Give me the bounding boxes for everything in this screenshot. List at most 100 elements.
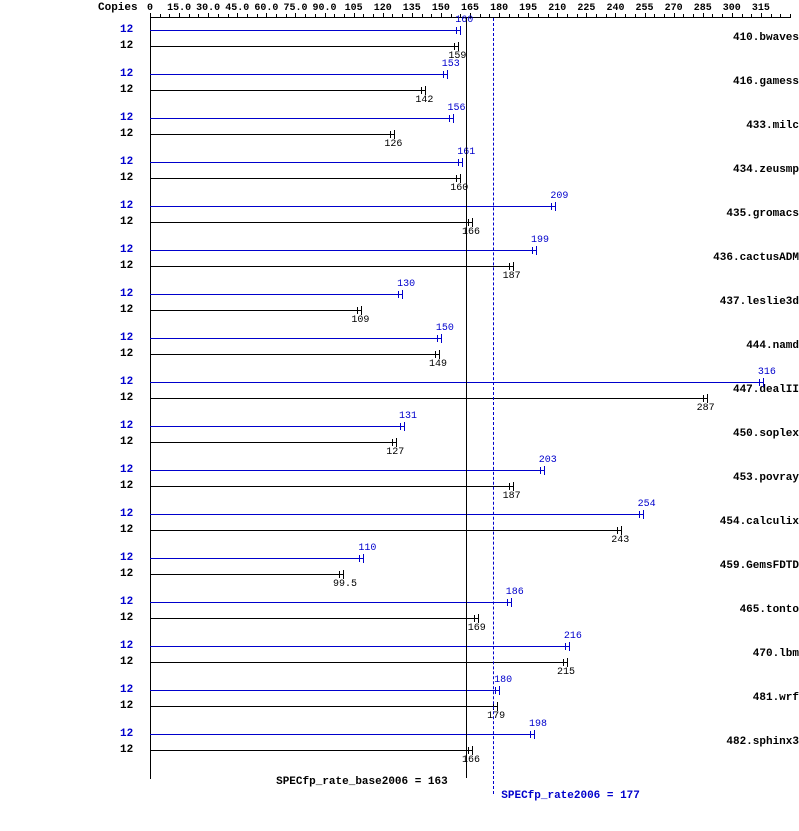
bar-peak — [150, 602, 511, 603]
value-base: 166 — [462, 227, 480, 238]
bar-base-end2 — [468, 219, 469, 226]
bar-base-end — [567, 658, 568, 667]
bar-peak-end2 — [359, 555, 360, 562]
value-peak: 209 — [550, 191, 568, 202]
bar-peak — [150, 118, 453, 119]
bar-base-end2 — [392, 439, 393, 446]
benchmark-name: 444.namd — [704, 340, 799, 352]
bar-base-end — [460, 174, 461, 183]
benchmark-name: 459.GemsFDTD — [704, 560, 799, 572]
axis-minor-tick — [596, 14, 597, 18]
bar-base-end — [497, 702, 498, 711]
benchmark-name: 450.soplex — [704, 428, 799, 440]
benchmark-name: 433.milc — [704, 120, 799, 132]
benchmark-name: 465.tonto — [704, 604, 799, 616]
axis-minor-tick — [780, 14, 781, 18]
bar-peak-end2 — [530, 731, 531, 738]
benchmark-name: 436.cactusADM — [704, 252, 799, 264]
bar-peak-end — [534, 730, 535, 739]
copies-base: 12 — [120, 348, 133, 360]
copies-base: 12 — [120, 700, 133, 712]
bar-base-end2 — [454, 43, 455, 50]
axis-tick — [615, 13, 616, 18]
axis-tick — [208, 13, 209, 18]
bar-base — [150, 618, 478, 619]
axis-minor-tick — [654, 14, 655, 18]
bar-base-end2 — [456, 175, 457, 182]
bar-base-end2 — [468, 747, 469, 754]
copies-base: 12 — [120, 128, 133, 140]
value-peak: 198 — [529, 719, 547, 730]
bar-peak-end2 — [540, 467, 541, 474]
copies-base: 12 — [120, 612, 133, 624]
bar-base-end2 — [703, 395, 704, 402]
copies-base: 12 — [120, 304, 133, 316]
value-base: 187 — [503, 271, 521, 282]
axis-minor-tick — [431, 14, 432, 18]
axis-minor-tick — [683, 14, 684, 18]
copies-base: 12 — [120, 216, 133, 228]
benchmark-name: 453.povray — [704, 472, 799, 484]
header-copies: Copies — [98, 2, 138, 14]
bar-base-end2 — [435, 351, 436, 358]
copies-peak: 12 — [120, 420, 133, 432]
bar-base-end — [425, 86, 426, 95]
copies-base: 12 — [120, 524, 133, 536]
bar-base-end — [394, 130, 395, 139]
axis-minor-tick — [451, 14, 452, 18]
copies-base: 12 — [120, 40, 133, 52]
benchmark-name: 454.calculix — [704, 516, 799, 528]
axis-minor-tick — [169, 14, 170, 18]
axis-tick — [295, 13, 296, 18]
bar-base — [150, 398, 707, 399]
bar-peak — [150, 294, 402, 295]
benchmark-name: 435.gromacs — [704, 208, 799, 220]
ref-line-base — [466, 18, 467, 778]
value-base: 149 — [429, 359, 447, 370]
bar-base — [150, 750, 472, 751]
bar-peak — [150, 74, 447, 75]
bar-base-end — [343, 570, 344, 579]
bar-base-end2 — [509, 483, 510, 490]
axis-minor-tick — [218, 14, 219, 18]
bar-peak — [150, 382, 763, 383]
axis-tick — [237, 13, 238, 18]
axis-tick — [441, 13, 442, 18]
axis-minor-tick — [664, 14, 665, 18]
bar-base — [150, 574, 343, 575]
bar-base-end2 — [563, 659, 564, 666]
axis-tick — [354, 13, 355, 18]
bar-peak — [150, 250, 536, 251]
benchmark-name: 481.wrf — [704, 692, 799, 704]
bar-peak-end — [511, 598, 512, 607]
bar-peak-end2 — [565, 643, 566, 650]
ref-line-peak — [493, 18, 495, 794]
axis-minor-tick — [548, 14, 549, 18]
axis-minor-tick — [334, 14, 335, 18]
axis-tick — [761, 13, 762, 18]
bar-peak-end2 — [400, 423, 401, 430]
axis-minor-tick — [518, 14, 519, 18]
copies-peak: 12 — [120, 332, 133, 344]
bar-peak — [150, 690, 499, 691]
value-base: 99.5 — [333, 579, 357, 590]
value-peak: 180 — [494, 675, 512, 686]
axis-minor-tick — [422, 14, 423, 18]
bar-peak — [150, 646, 569, 647]
bar-base — [150, 442, 396, 443]
bar-base-end2 — [617, 527, 618, 534]
bar-peak-end — [460, 26, 461, 35]
copies-base: 12 — [120, 480, 133, 492]
bar-peak-end2 — [458, 159, 459, 166]
bar-base — [150, 134, 394, 135]
benchmark-name: 437.leslie3d — [704, 296, 799, 308]
bar-base-end2 — [421, 87, 422, 94]
bar-base — [150, 222, 472, 223]
axis-tick — [674, 13, 675, 18]
bar-base-end — [472, 746, 473, 755]
copies-peak: 12 — [120, 288, 133, 300]
bar-peak-end2 — [398, 291, 399, 298]
axis-tick — [325, 13, 326, 18]
value-peak: 199 — [531, 235, 549, 246]
value-peak: 110 — [358, 543, 376, 554]
